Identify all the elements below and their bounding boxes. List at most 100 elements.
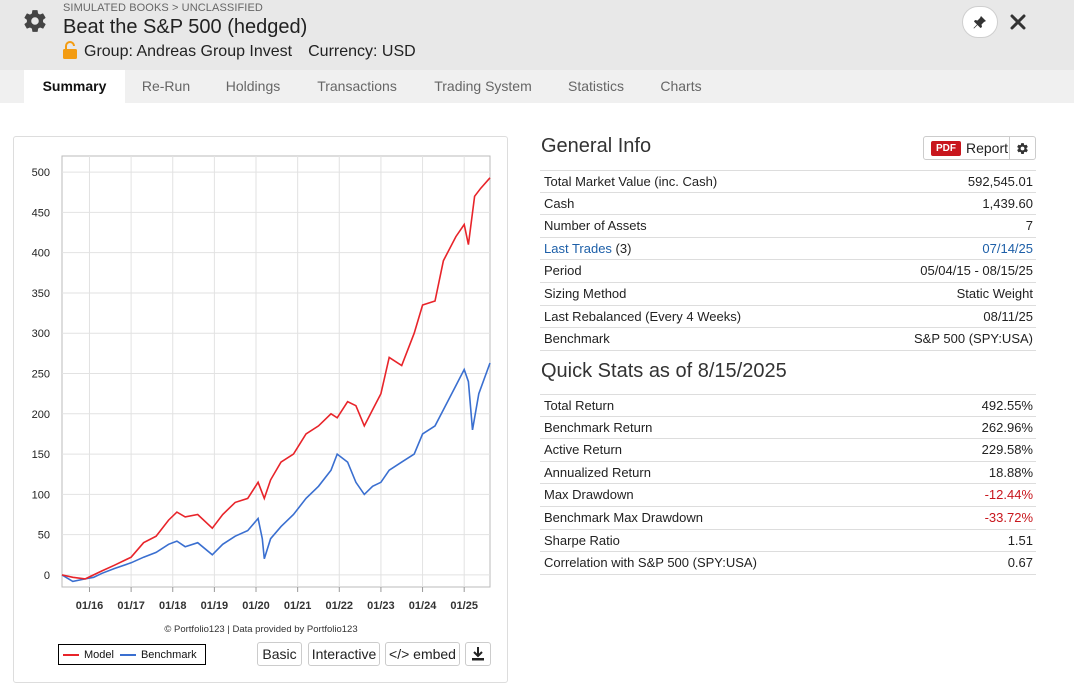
gear-icon[interactable]: [22, 8, 48, 34]
y-tick-labels: 0 50 100 150 200 250 300 350 400 450 500: [32, 167, 50, 582]
row-value: 1.51: [1007, 532, 1033, 548]
row-label: Benchmark Return: [544, 419, 653, 435]
row-value: 492.55%: [981, 398, 1033, 413]
last-trades-cell: Last Trades (3): [544, 238, 631, 260]
close-icon: [1010, 14, 1026, 30]
row-label: Period: [544, 263, 582, 279]
report-settings-button[interactable]: [1009, 137, 1035, 159]
y-gridlines: [62, 171, 490, 576]
row-label: Number of Assets: [544, 218, 647, 234]
row-value: -12.44%: [984, 487, 1033, 503]
y-tick-label: 100: [32, 489, 50, 501]
row-value: Static Weight: [956, 285, 1033, 301]
row-value: 0.67: [1007, 555, 1033, 571]
model-series-line: [61, 177, 491, 580]
download-icon: [472, 647, 484, 661]
row-value: 7: [1025, 218, 1033, 234]
y-tick-label: 0: [44, 570, 50, 582]
row-label: Active Return: [544, 442, 623, 458]
y-tick-label: 200: [32, 409, 50, 421]
y-tick-label: 150: [32, 449, 50, 461]
last-trades-date-link[interactable]: 07/14/25: [982, 240, 1033, 256]
y-tick-label: 300: [32, 328, 50, 340]
currency-label: Currency: USD: [308, 43, 416, 60]
row-value: S&P 500 (SPY:USA): [914, 331, 1033, 347]
table-row: Last Trades (3) 07/14/25: [540, 238, 1036, 261]
gear-icon: [1017, 142, 1028, 154]
row-value: 229.58%: [981, 442, 1033, 458]
basic-button[interactable]: Basic: [257, 642, 302, 666]
x-tick-label: 01/24: [409, 600, 437, 612]
general-info-table: Total Market Value (inc. Cash) 592,545.0…: [540, 170, 1036, 351]
tab-rerun[interactable]: Re-Run: [141, 78, 191, 94]
tab-bar: Summary Re-Run Holdings Transactions Tra…: [0, 70, 1074, 103]
y-tick-label: 350: [32, 288, 50, 300]
table-row: Total Return 492.55%: [540, 394, 1036, 417]
legend-benchmark[interactable]: Benchmark: [119, 648, 197, 661]
table-row: Total Market Value (inc. Cash) 592,545.0…: [540, 170, 1036, 193]
group-label: Group: Andreas Group Invest: [84, 43, 293, 60]
row-label: Total Return: [544, 398, 615, 413]
group-currency-line: Group: Andreas Group Invest Currency: USD: [84, 43, 432, 61]
report-button[interactable]: PDF Report: [923, 136, 1036, 160]
quick-stats-title: Quick Stats as of 8/15/2025: [541, 360, 787, 382]
row-label: Correlation with S&P 500 (SPY:USA): [544, 555, 757, 571]
x-tick-label: 01/23: [367, 600, 395, 612]
pin-button[interactable]: [962, 6, 998, 38]
x-tick-labels: 01/16 01/17 01/18 01/19 01/20 01/21 01/22 01/23…: [76, 600, 478, 612]
table-row: Benchmark S&P 500 (SPY:USA): [540, 328, 1036, 351]
chart-legend: Model Benchmark: [58, 644, 206, 665]
report-label: Report: [966, 140, 1009, 156]
x-tick-label: 01/17: [117, 600, 145, 612]
row-value: 592,545.01: [967, 174, 1033, 189]
page-title: Beat the S&P 500 (hedged): [63, 16, 308, 38]
close-button[interactable]: [1006, 10, 1030, 34]
table-row: Benchmark Max Drawdown -33.72%: [540, 507, 1036, 530]
x-tick-label: 01/18: [159, 600, 187, 612]
legend-model[interactable]: Model: [63, 649, 114, 661]
tab-summary[interactable]: Summary: [24, 70, 125, 103]
download-button[interactable]: [465, 642, 491, 666]
embed-button[interactable]: </> embed: [385, 642, 460, 666]
table-row: Cash 1,439.60: [540, 193, 1036, 216]
row-label: Cash: [544, 195, 575, 211]
legend-model-swatch: [63, 653, 79, 656]
tab-holdings[interactable]: Holdings: [225, 78, 281, 94]
breadcrumb[interactable]: SIMULATED BOOKS > UNCLASSIFIED: [63, 2, 263, 14]
chart-credit: © Portfolio123 | Data provided by Portfo…: [164, 624, 357, 635]
row-value: 1,439.60: [982, 195, 1033, 211]
x-tick-label: 01/21: [284, 600, 312, 612]
tab-trading-system[interactable]: Trading System: [434, 78, 532, 94]
last-trades-link[interactable]: Last Trades: [544, 240, 612, 256]
x-tick-label: 01/22: [326, 600, 354, 612]
row-label: Benchmark Max Drawdown: [544, 509, 703, 525]
table-row: Number of Assets 7: [540, 215, 1036, 238]
table-row: Last Rebalanced (Every 4 Weeks) 08/11/25: [540, 306, 1036, 329]
row-value: 05/04/15 - 08/15/25: [920, 263, 1033, 279]
header-bar: SIMULATED BOOKS > UNCLASSIFIED Beat the …: [0, 0, 1074, 70]
x-tick-label: 01/25: [450, 600, 478, 612]
table-row: Sizing Method Static Weight: [540, 283, 1036, 306]
legend-benchmark-swatch: [119, 653, 136, 656]
table-row: Benchmark Return 262.96%: [540, 417, 1036, 440]
tab-transactions[interactable]: Transactions: [317, 78, 397, 94]
x-tick-label: 01/20: [242, 600, 270, 612]
row-label: Benchmark: [544, 331, 610, 347]
benchmark-series-line: [61, 362, 491, 583]
x-tick-label: 01/19: [201, 600, 229, 612]
interactive-button[interactable]: Interactive: [308, 642, 380, 666]
y-tick-label: 500: [32, 167, 50, 179]
table-row: Max Drawdown -12.44%: [540, 484, 1036, 507]
last-trades-count: (3): [611, 240, 632, 256]
tab-statistics[interactable]: Statistics: [567, 78, 624, 94]
table-row: Annualized Return 18.88%: [540, 462, 1036, 485]
table-row: Sharpe Ratio 1.51: [540, 530, 1036, 553]
row-value: 262.96%: [981, 419, 1033, 435]
table-row: Correlation with S&P 500 (SPY:USA) 0.67: [540, 552, 1036, 575]
pdf-icon: PDF: [931, 140, 961, 156]
tab-charts[interactable]: Charts: [660, 78, 702, 94]
legend-benchmark-label: Benchmark: [140, 648, 197, 661]
quick-stats-table: Total Return 492.55% Benchmark Return 26…: [540, 394, 1036, 575]
legend-model-label: Model: [84, 648, 114, 661]
